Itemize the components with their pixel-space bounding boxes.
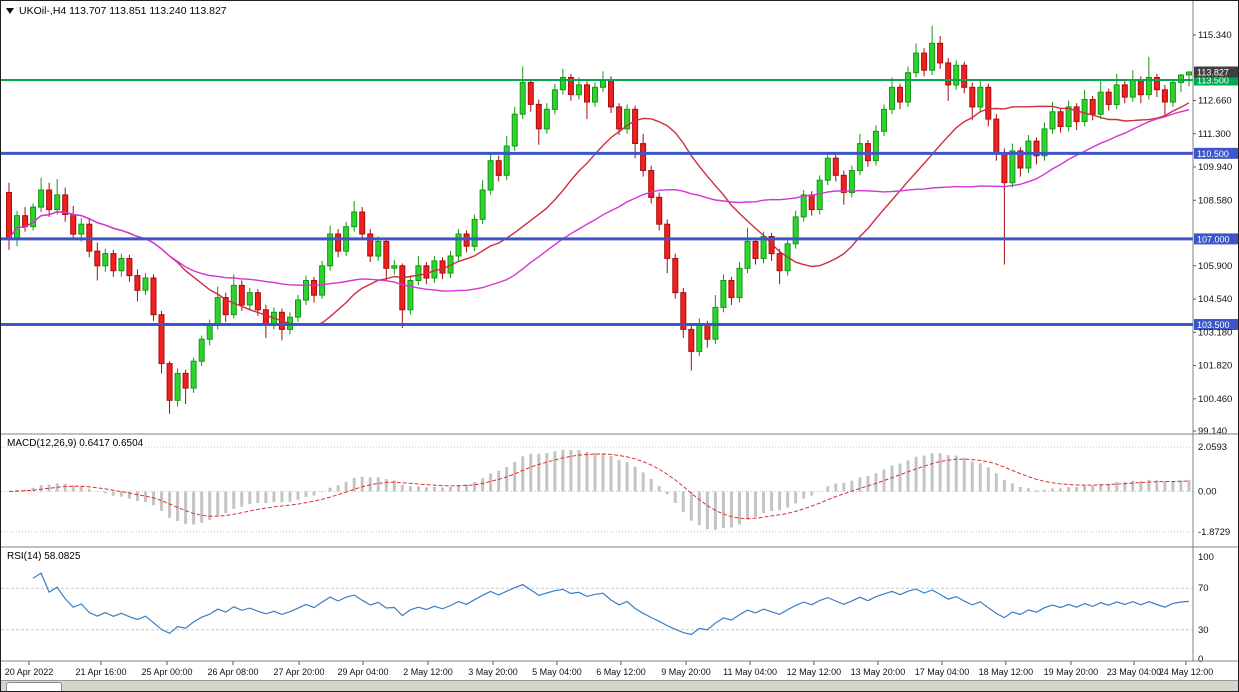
svg-text:21 Apr 16:00: 21 Apr 16:00 (75, 667, 126, 677)
hline-tag-113.500 (1194, 74, 1238, 86)
svg-text:108.580: 108.580 (1198, 195, 1232, 206)
svg-text:5 May 04:00: 5 May 04:00 (532, 667, 582, 677)
rsi-panel: 100 70 30 0 (1, 552, 1214, 665)
svg-text:115.340: 115.340 (1198, 30, 1232, 41)
current-price-tag (1194, 66, 1238, 78)
ma-magenta-line (8, 109, 1190, 292)
svg-text:105.900: 105.900 (1198, 261, 1232, 272)
svg-text:-1.8729: -1.8729 (1198, 527, 1230, 538)
svg-text:3 May 20:00: 3 May 20:00 (468, 667, 518, 677)
svg-text:70: 70 (1198, 583, 1209, 594)
svg-text:101.820: 101.820 (1198, 361, 1232, 372)
rsi-indicator-label: RSI(14) 58.0825 (7, 551, 81, 562)
hline-tag-103.500 (1194, 318, 1238, 330)
svg-text:99.140: 99.140 (1198, 426, 1227, 437)
price-axis[interactable]: 115.340 112.660 111.300 109.940 108.580 105.9… (1193, 30, 1232, 437)
svg-text:29 Apr 04:00: 29 Apr 04:00 (337, 667, 388, 677)
svg-text:9 May 20:00: 9 May 20:00 (661, 667, 711, 677)
svg-text:24 May 12:00: 24 May 12:00 (1159, 667, 1214, 677)
svg-text:12 May 12:00: 12 May 12:00 (787, 667, 842, 677)
candles-layer (6, 25, 1192, 414)
svg-text:109.940: 109.940 (1198, 162, 1232, 173)
rsi-line (32, 572, 1190, 636)
macd-indicator-label: MACD(12,26,9) 0.6417 0.6504 (7, 438, 144, 449)
svg-text:111.300: 111.300 (1198, 129, 1231, 140)
svg-text:113.827: 113.827 (1197, 67, 1229, 77)
svg-text:19 May 20:00: 19 May 20:00 (1044, 667, 1099, 677)
svg-text:112.660: 112.660 (1198, 96, 1232, 107)
time-axis[interactable]: 20 Apr 2022 21 Apr 16:00 25 Apr 00:00 26 Ap… (5, 661, 1214, 677)
hlines-layer[interactable]: 113.500 110.500 107.000 103.500 113.827 (1, 66, 1239, 330)
svg-text:26 Apr 08:00: 26 Apr 08:00 (207, 667, 258, 677)
svg-text:103.180: 103.180 (1198, 327, 1232, 338)
svg-text:25 Apr 00:00: 25 Apr 00:00 (142, 667, 193, 677)
svg-text:104.540: 104.540 (1198, 294, 1232, 305)
svg-text:23 May 04:00: 23 May 04:00 (1107, 667, 1162, 677)
macd-panel: 2.0593 0.00 -1.8729 (1, 442, 1230, 538)
svg-text:13 May 20:00: 13 May 20:00 (851, 667, 906, 677)
svg-text:107.000: 107.000 (1197, 234, 1230, 244)
svg-text:2 May 12:00: 2 May 12:00 (403, 667, 453, 677)
hline-tag-110.500 (1194, 147, 1238, 159)
chart-dropdown-icon[interactable] (6, 8, 14, 14)
ma-red-line (8, 102, 1190, 326)
svg-text:6 May 12:00: 6 May 12:00 (596, 667, 646, 677)
svg-text:0.00: 0.00 (1198, 487, 1217, 498)
svg-text:100: 100 (1198, 552, 1214, 563)
chart-title: UKOil-,H4 113.707 113.851 113.240 113.82… (6, 5, 227, 17)
svg-text:0: 0 (1198, 654, 1203, 665)
svg-text:103.500: 103.500 (1197, 320, 1230, 330)
svg-text:110.500: 110.500 (1197, 149, 1229, 159)
svg-text:27 Apr 20:00: 27 Apr 20:00 (273, 667, 324, 677)
chart-tab[interactable] (6, 682, 62, 691)
chart-tab-bar (1, 680, 1238, 691)
chart-title-text: UKOil-,H4 113.707 113.851 113.240 113.82… (19, 5, 227, 17)
hline-tag-107.000 (1194, 233, 1238, 245)
macd-signal-line (8, 453, 1190, 520)
svg-text:20 Apr 2022: 20 Apr 2022 (5, 667, 54, 677)
svg-text:2.0593: 2.0593 (1198, 442, 1227, 453)
svg-text:17 May 04:00: 17 May 04:00 (915, 667, 970, 677)
svg-text:11 May 04:00: 11 May 04:00 (723, 667, 777, 677)
moving-averages-layer (8, 102, 1190, 326)
panel-separators[interactable] (1, 1, 1239, 662)
svg-text:30: 30 (1198, 625, 1209, 636)
svg-text:113.500: 113.500 (1197, 75, 1229, 85)
svg-text:18 May 12:00: 18 May 12:00 (979, 667, 1034, 677)
svg-text:100.460: 100.460 (1198, 394, 1232, 405)
